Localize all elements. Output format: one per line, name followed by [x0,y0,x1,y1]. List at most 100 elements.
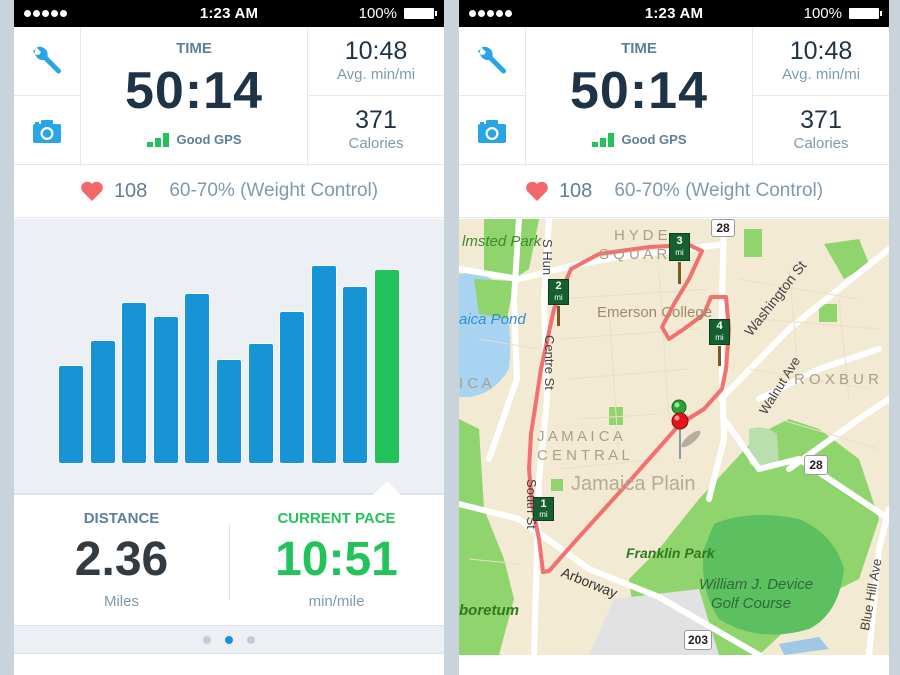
distance-label: DISTANCE [83,510,160,527]
calories-value: 371 [800,106,842,134]
status-bar: 1:23 AM 100% [459,0,889,27]
workout-header: TIME 50:14 Good GPS 10:48 Avg. min/mi 37… [459,27,889,165]
heart-rate-bpm: 108 [558,179,593,202]
chart-bar-4[interactable] [153,317,178,463]
avg-pace-label: Avg. min/mi [781,66,861,83]
mile-marker-post [678,262,681,284]
chart-bar-8[interactable] [280,312,305,463]
label-south-st: South St [524,479,539,529]
elapsed-time: 50:14 [125,62,263,120]
label-arboretum: boretum [459,602,519,619]
calories-stat: 371 Calories [308,96,444,165]
current-pace-value: 10:51 [275,533,398,586]
distance-value: 2.36 [74,533,169,586]
chart-bar-1[interactable] [59,366,83,463]
mile-marker-1: 1 mi [533,497,554,521]
current-pace-panel: CURRENT PACE 10:51 min/mile [229,495,444,625]
heart-rate-bpm: 108 [113,179,148,202]
settings-button[interactable] [459,27,526,96]
mile-marker-3: 3 mi [669,233,690,261]
chart-bar-10[interactable] [343,287,368,463]
route-shield-203: 203 [684,630,712,650]
label-jamaica-left: I C A [459,375,492,392]
battery-icon [849,8,882,19]
label-jamaica: J A M A I C A [537,428,623,445]
chart-bar-6[interactable] [217,360,241,463]
route-map[interactable]: 28 28 203 1 mi 2 mi 3 mi 4 mi lmsted Par… [459,219,889,655]
label-s-huntington: S Hun [540,239,555,276]
avg-pace-value: 10:48 [789,37,853,65]
route-shield-28: 28 [711,219,735,237]
phone-screen-stats: 1:23 AM 100% TIME 50:14 Good GPS [14,0,444,675]
signal-strength-icon [24,10,67,17]
battery-percent: 100% [358,5,397,22]
gps-signal-icon [591,133,614,147]
wrench-icon [33,46,61,74]
gps-status: Good GPS [81,133,307,147]
stats-divider [229,525,230,600]
mile-marker-post [557,306,560,326]
heart-rate-row: 108 60-70% (Weight Control) [459,165,889,218]
page-indicator [14,625,444,654]
heart-rate-zone: 60-70% (Weight Control) [614,180,824,201]
page-dot-3[interactable] [247,635,255,644]
map-canvas [459,219,889,655]
arboretum-park [459,419,514,655]
calories-value: 371 [355,106,397,134]
bottom-area [459,655,889,675]
label-hyde: H Y D E [614,227,668,244]
camera-button[interactable] [459,96,526,165]
selected-bar-pointer [373,481,401,495]
heart-icon [81,181,103,201]
page-dot-1[interactable] [203,635,211,644]
battery-percent: 100% [803,5,842,22]
distance-panel: DISTANCE 2.36 Miles [14,495,229,625]
heart-rate-zone: 60-70% (Weight Control) [169,180,379,201]
route-shield-28: 28 [804,455,828,475]
camera-button[interactable] [14,96,81,165]
gps-status: Good GPS [526,133,752,147]
battery-icon [404,8,437,19]
avg-pace-value: 10:48 [344,37,408,65]
time-label: TIME [621,40,657,57]
label-square: S Q U A R [599,246,668,263]
avg-pace-label: Avg. min/mi [336,66,416,83]
calories-label: Calories [793,135,849,152]
avg-pace-stat: 10:48 Avg. min/mi [308,27,444,96]
gps-label: Good GPS [176,132,242,147]
heart-icon [526,181,548,201]
heart-rate-row: 108 60-70% (Weight Control) [14,165,444,218]
end-pin-icon[interactable] [671,412,689,430]
status-bar: 1:23 AM 100% [14,0,444,27]
mile-marker-post [718,346,721,366]
status-time: 1:23 AM [644,5,704,22]
distance-unit: Miles [103,593,139,610]
label-roxbury: R O X B U R [794,371,880,388]
label-franklin-park: Franklin Park [626,545,715,561]
distance-pace-row: DISTANCE 2.36 Miles CURRENT PACE 10:51 m… [14,495,444,625]
label-central: C E N T R A L [537,447,630,464]
calories-label: Calories [348,135,404,152]
signal-strength-icon [469,10,512,17]
label-jamaica-pond: aica Pond [459,311,526,328]
camera-icon [33,119,61,143]
label-emerson-college: Emerson College [597,304,713,321]
bottom-area [14,655,444,675]
chart-bar-3[interactable] [122,303,147,463]
label-centre-st: Centre St [542,335,557,390]
avg-pace-stat: 10:48 Avg. min/mi [753,27,889,96]
status-time: 1:23 AM [199,5,259,22]
chart-bar-5[interactable] [185,294,210,463]
golf-course [703,515,844,635]
camera-icon [478,119,506,143]
current-pace-label: CURRENT PACE [277,510,396,527]
start-pin-icon[interactable] [671,399,687,415]
chart-bar-7[interactable] [248,344,273,463]
olmsted-park [484,219,539,279]
chart-bar-9[interactable] [311,266,336,463]
page-dot-2[interactable] [225,635,233,644]
phone-screen-map: 1:23 AM 100% TIME 50:14 Good GPS [459,0,889,675]
settings-button[interactable] [14,27,81,96]
chart-bar-11[interactable] [375,270,399,463]
chart-bar-2[interactable] [90,341,115,463]
